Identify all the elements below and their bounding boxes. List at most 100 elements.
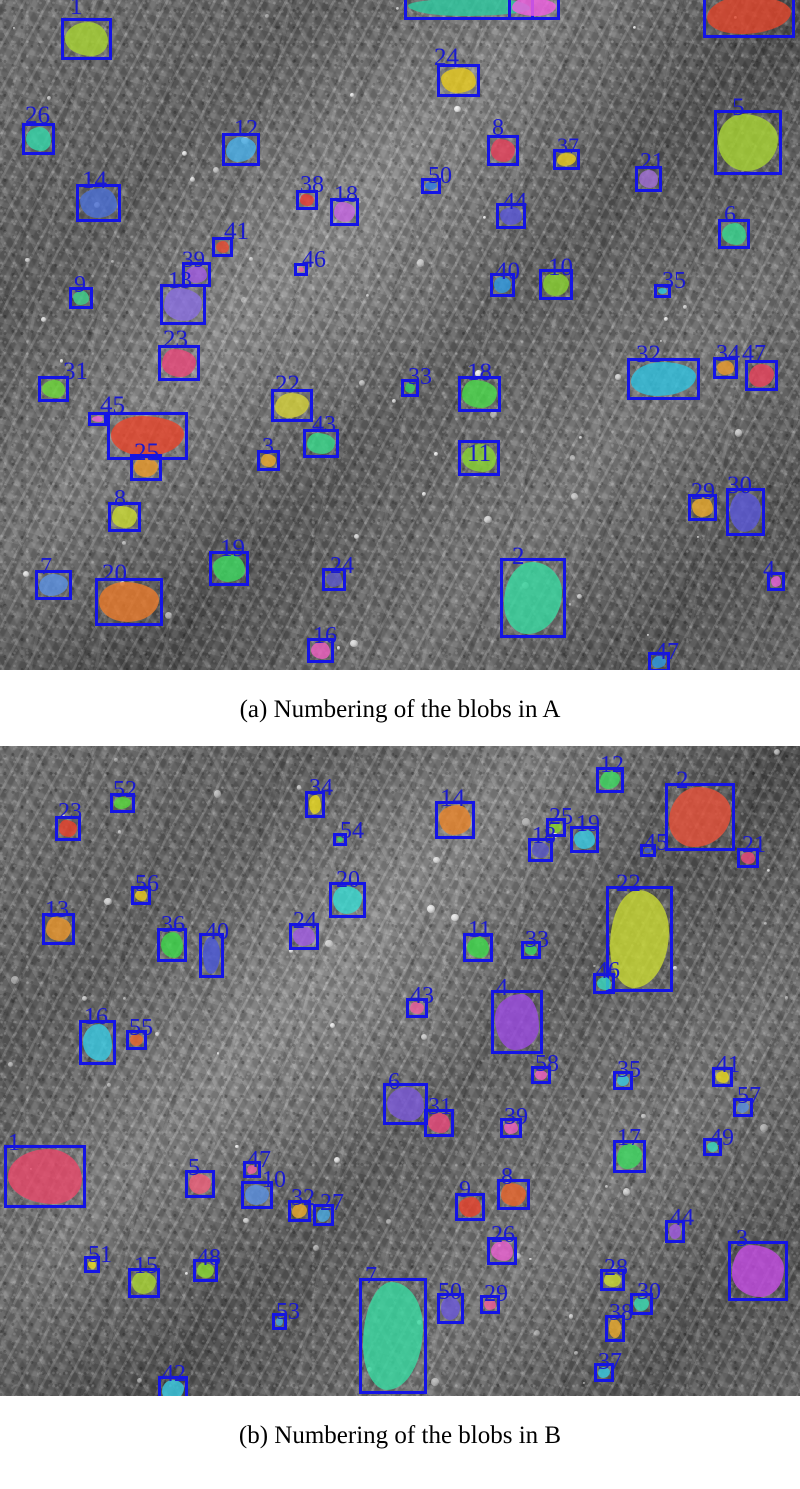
detection-box[interactable] bbox=[635, 166, 662, 192]
detection-box[interactable] bbox=[329, 882, 366, 918]
detection-box[interactable] bbox=[490, 273, 515, 297]
detection-box[interactable] bbox=[303, 429, 339, 458]
detection-box[interactable] bbox=[131, 886, 151, 905]
detection-box[interactable] bbox=[712, 1067, 733, 1087]
detection-box[interactable] bbox=[688, 494, 717, 521]
detection-box[interactable] bbox=[271, 389, 313, 422]
detection-box[interactable] bbox=[330, 198, 359, 226]
detection-box[interactable] bbox=[158, 1376, 188, 1396]
detection-box[interactable] bbox=[88, 412, 107, 426]
detection-box[interactable] bbox=[737, 848, 759, 868]
detection-box[interactable] bbox=[546, 818, 566, 837]
detection-box[interactable] bbox=[305, 791, 325, 818]
detection-box[interactable] bbox=[42, 913, 75, 945]
detection-box[interactable] bbox=[110, 793, 135, 813]
detection-box[interactable] bbox=[313, 1204, 334, 1226]
detection-box[interactable] bbox=[458, 376, 501, 412]
detection-box[interactable] bbox=[703, 0, 795, 38]
detection-box[interactable] bbox=[480, 1295, 500, 1314]
detection-box[interactable] bbox=[160, 284, 206, 325]
detection-box[interactable] bbox=[487, 135, 519, 166]
detection-box[interactable] bbox=[491, 990, 543, 1054]
detection-box[interactable] bbox=[435, 801, 475, 839]
detection-box[interactable] bbox=[767, 572, 785, 591]
detection-box[interactable] bbox=[76, 184, 121, 222]
detection-box[interactable] bbox=[126, 1030, 147, 1050]
detection-box[interactable] bbox=[401, 379, 419, 397]
detection-box[interactable] bbox=[613, 1071, 633, 1090]
detection-box[interactable] bbox=[605, 1315, 625, 1342]
detection-box[interactable] bbox=[733, 1098, 753, 1117]
detection-box[interactable] bbox=[500, 1118, 522, 1138]
detection-box[interactable] bbox=[199, 933, 224, 978]
detection-box[interactable] bbox=[745, 360, 778, 391]
detection-box[interactable] bbox=[627, 358, 700, 400]
detection-box[interactable] bbox=[383, 1083, 428, 1125]
detection-box[interactable] bbox=[596, 767, 624, 793]
detection-box[interactable] bbox=[654, 284, 671, 298]
detection-box[interactable] bbox=[487, 1237, 517, 1265]
detection-box[interactable] bbox=[714, 110, 782, 175]
detection-box[interactable] bbox=[294, 263, 308, 276]
detection-box[interactable] bbox=[630, 1293, 653, 1315]
detection-box[interactable] bbox=[185, 1170, 215, 1198]
detection-box[interactable] bbox=[35, 570, 72, 600]
detection-box[interactable] bbox=[296, 190, 318, 210]
detection-box[interactable] bbox=[455, 1193, 485, 1221]
detection-box[interactable] bbox=[322, 568, 346, 591]
detection-box[interactable] bbox=[222, 133, 260, 166]
detection-box[interactable] bbox=[437, 1293, 464, 1324]
detection-box[interactable] bbox=[95, 578, 163, 626]
detection-box[interactable] bbox=[107, 412, 188, 460]
detection-box[interactable] bbox=[496, 203, 526, 229]
detection-box[interactable] bbox=[257, 450, 280, 471]
detection-box[interactable] bbox=[539, 269, 573, 300]
detection-box[interactable] bbox=[108, 502, 141, 532]
detection-box[interactable] bbox=[640, 844, 656, 857]
detection-box[interactable] bbox=[38, 376, 69, 402]
detection-box[interactable] bbox=[84, 1256, 100, 1273]
detection-box[interactable] bbox=[528, 838, 553, 862]
detection-box[interactable] bbox=[359, 1278, 427, 1394]
detection-box[interactable] bbox=[22, 123, 55, 155]
detection-box[interactable] bbox=[193, 1259, 218, 1282]
detection-box[interactable] bbox=[570, 826, 599, 853]
detection-box[interactable] bbox=[500, 558, 566, 638]
detection-box[interactable] bbox=[613, 1140, 646, 1173]
detection-box[interactable] bbox=[458, 440, 500, 476]
detection-box[interactable] bbox=[521, 941, 541, 959]
detection-box[interactable] bbox=[128, 1268, 160, 1298]
detection-box[interactable] bbox=[713, 357, 738, 379]
detection-box[interactable] bbox=[333, 833, 347, 846]
detection-box[interactable] bbox=[718, 219, 750, 249]
detection-box[interactable] bbox=[728, 1241, 788, 1301]
detection-box[interactable] bbox=[209, 551, 249, 586]
detection-box[interactable] bbox=[703, 1138, 722, 1156]
detection-box[interactable] bbox=[424, 1109, 454, 1137]
detection-box[interactable] bbox=[648, 652, 670, 670]
detection-box[interactable] bbox=[593, 973, 615, 994]
detection-box[interactable] bbox=[463, 933, 493, 962]
detection-box[interactable] bbox=[307, 638, 334, 663]
detection-box[interactable] bbox=[421, 178, 441, 194]
detection-box[interactable] bbox=[157, 928, 187, 962]
detection-box[interactable] bbox=[241, 1181, 273, 1209]
detection-box[interactable] bbox=[437, 64, 480, 97]
detection-box[interactable] bbox=[594, 1363, 614, 1382]
detection-box[interactable] bbox=[243, 1161, 261, 1178]
detection-box[interactable] bbox=[531, 1066, 551, 1084]
detection-box[interactable] bbox=[606, 886, 673, 992]
detection-box[interactable] bbox=[55, 816, 81, 841]
detection-box[interactable] bbox=[553, 149, 580, 170]
detection-box[interactable] bbox=[79, 1020, 116, 1065]
detection-box[interactable] bbox=[288, 1200, 311, 1222]
detection-box[interactable] bbox=[272, 1313, 287, 1330]
detection-box[interactable] bbox=[665, 1220, 685, 1243]
detection-box[interactable] bbox=[212, 237, 233, 257]
detection-box[interactable] bbox=[665, 783, 735, 851]
detection-box[interactable] bbox=[600, 1269, 625, 1291]
detection-box[interactable] bbox=[289, 923, 319, 950]
detection-box[interactable] bbox=[130, 454, 162, 481]
detection-box[interactable] bbox=[726, 488, 765, 536]
detection-box[interactable] bbox=[69, 287, 93, 309]
